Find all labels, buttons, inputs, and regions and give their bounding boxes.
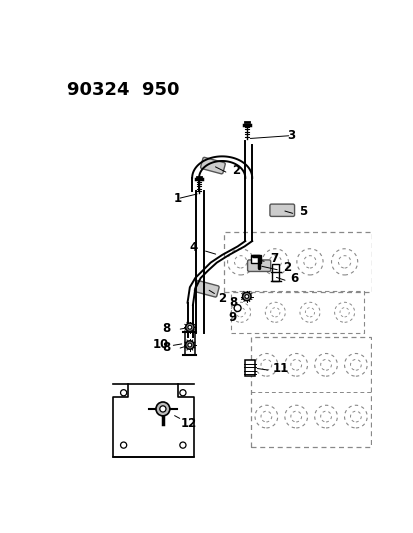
Bar	[184, 332, 195, 355]
Text: 10: 10	[152, 338, 169, 351]
Circle shape	[244, 295, 248, 298]
FancyBboxPatch shape	[269, 204, 294, 216]
FancyBboxPatch shape	[194, 280, 218, 297]
Text: 90324  950: 90324 950	[66, 81, 179, 99]
Text: 11: 11	[272, 362, 288, 375]
Text: 12: 12	[180, 417, 197, 430]
Circle shape	[185, 341, 194, 349]
Bar	[231, 291, 363, 334]
Bar	[244, 360, 254, 376]
Text: 4: 4	[189, 241, 197, 254]
Text: 2: 2	[283, 261, 291, 274]
Text: 2: 2	[231, 164, 240, 177]
Text: 1: 1	[173, 192, 181, 205]
Text: 8: 8	[162, 322, 171, 335]
Text: 8: 8	[162, 341, 171, 354]
Circle shape	[242, 292, 250, 301]
Text: 2: 2	[218, 292, 225, 305]
Bar	[251, 337, 370, 447]
Bar	[223, 232, 371, 292]
Bar	[272, 264, 278, 281]
Circle shape	[188, 325, 191, 329]
Text: 6: 6	[290, 272, 298, 285]
Circle shape	[234, 304, 240, 311]
FancyBboxPatch shape	[200, 157, 225, 174]
Bar	[251, 255, 260, 263]
Circle shape	[159, 406, 166, 412]
Text: 8: 8	[228, 296, 237, 309]
Text: 7: 7	[270, 252, 278, 265]
Text: 3: 3	[287, 129, 295, 142]
Circle shape	[188, 343, 191, 347]
FancyBboxPatch shape	[247, 260, 270, 271]
Circle shape	[156, 402, 169, 416]
Circle shape	[185, 323, 194, 332]
Text: 5: 5	[298, 205, 306, 219]
Text: 9: 9	[228, 311, 237, 324]
